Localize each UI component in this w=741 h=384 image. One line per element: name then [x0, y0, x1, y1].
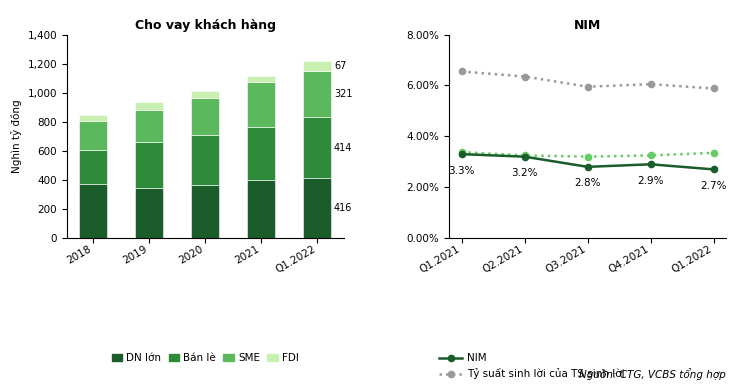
Bar — [191, 135, 219, 185]
Bar — [247, 180, 275, 238]
Bar — [303, 118, 331, 178]
Y-axis label: Nghìn tỷ đồng: Nghìn tỷ đồng — [11, 99, 21, 173]
Bar — [79, 150, 107, 184]
Bar — [191, 185, 219, 238]
Bar — [303, 178, 331, 238]
Bar — [247, 127, 275, 180]
Legend: NIM, Tỷ suất sinh lời của TS sinh lời, Chi phí vốn: NIM, Tỷ suất sinh lời của TS sinh lời, C… — [435, 349, 629, 384]
Text: 2.9%: 2.9% — [637, 176, 664, 186]
Bar — [136, 110, 163, 142]
Bar — [79, 184, 107, 238]
Text: 2.7%: 2.7% — [700, 181, 727, 191]
Text: 67: 67 — [334, 61, 346, 71]
Text: 3.2%: 3.2% — [511, 168, 538, 178]
Legend: DN lớn, Bán lè, SME, FDI: DN lớn, Bán lè, SME, FDI — [107, 349, 303, 367]
Bar — [247, 76, 275, 82]
Bar — [79, 114, 107, 121]
Bar — [303, 61, 331, 71]
Text: 416: 416 — [334, 203, 353, 213]
Bar — [191, 91, 219, 98]
Bar — [136, 142, 163, 188]
Bar — [136, 188, 163, 238]
Text: 321: 321 — [334, 89, 353, 99]
Bar — [136, 102, 163, 110]
Bar — [247, 82, 275, 127]
Bar — [191, 98, 219, 135]
Text: 3.3%: 3.3% — [448, 166, 475, 175]
Title: Cho vay khách hàng: Cho vay khách hàng — [135, 19, 276, 32]
Bar — [303, 71, 331, 118]
Text: 414: 414 — [334, 142, 353, 152]
Title: NIM: NIM — [574, 19, 601, 32]
Bar — [79, 121, 107, 150]
Text: 2.8%: 2.8% — [574, 178, 601, 188]
Text: Nguồn: CTG, VCBS tổng hợp: Nguồn: CTG, VCBS tổng hợp — [579, 368, 726, 380]
